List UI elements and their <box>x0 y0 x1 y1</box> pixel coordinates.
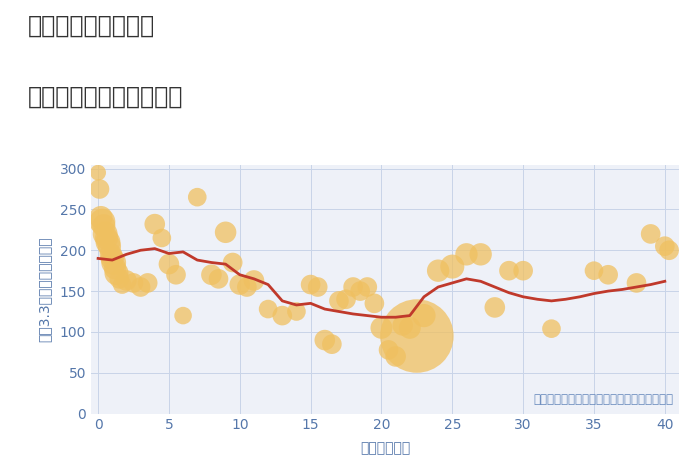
Point <box>220 228 231 236</box>
Point <box>92 169 104 176</box>
Point <box>113 275 125 282</box>
Point <box>447 263 458 270</box>
X-axis label: 築年数（年）: 築年数（年） <box>360 441 410 455</box>
Point <box>433 267 444 274</box>
Point <box>94 185 105 193</box>
Point <box>645 230 657 238</box>
Point <box>109 265 120 272</box>
Text: 築年数別中古戸建て価格: 築年数別中古戸建て価格 <box>28 85 183 109</box>
Point <box>97 218 108 226</box>
Point <box>105 251 116 258</box>
Point <box>290 308 302 315</box>
Point <box>99 230 111 238</box>
Point <box>102 238 113 246</box>
Point <box>142 279 153 287</box>
Point <box>101 234 112 242</box>
Point <box>362 283 373 291</box>
Point <box>98 222 109 229</box>
Point <box>206 271 217 279</box>
Point <box>412 332 423 340</box>
Point <box>503 267 514 274</box>
Point <box>340 296 351 303</box>
Point <box>106 255 118 262</box>
Point <box>128 279 139 287</box>
Point <box>383 346 394 353</box>
Point <box>603 271 614 279</box>
Point <box>163 260 174 268</box>
Point <box>659 243 671 250</box>
Point <box>546 325 557 332</box>
Point <box>347 283 358 291</box>
Point <box>404 324 415 332</box>
Point <box>276 312 288 319</box>
Point <box>170 271 181 279</box>
Point <box>419 312 430 319</box>
Point <box>149 220 160 228</box>
Point <box>192 194 203 201</box>
Point <box>117 281 128 288</box>
Point <box>248 277 260 284</box>
Point <box>664 246 675 254</box>
Point <box>241 283 253 291</box>
Point <box>111 269 122 277</box>
Point <box>135 283 146 291</box>
Text: 東京都調布市染地の: 東京都調布市染地の <box>28 14 155 38</box>
Point <box>589 267 600 274</box>
Point <box>319 337 330 344</box>
Point <box>156 234 167 242</box>
Point <box>95 214 106 221</box>
Point <box>517 267 528 274</box>
Point <box>104 243 115 250</box>
Point <box>461 251 472 258</box>
Point <box>121 277 132 284</box>
Y-axis label: 坪（3.3㎡）単価（万円）: 坪（3.3㎡）単価（万円） <box>37 236 51 342</box>
Point <box>369 299 380 307</box>
Point <box>108 259 119 266</box>
Point <box>390 352 401 360</box>
Point <box>631 279 642 287</box>
Point <box>355 287 366 295</box>
Point <box>333 297 344 305</box>
Point <box>376 324 387 332</box>
Point <box>397 321 408 329</box>
Point <box>178 312 189 319</box>
Point <box>305 281 316 288</box>
Point <box>227 259 238 266</box>
Point <box>326 340 337 348</box>
Point <box>312 283 323 291</box>
Point <box>489 304 500 311</box>
Point <box>475 251 486 258</box>
Point <box>234 281 246 288</box>
Point <box>262 306 274 313</box>
Point <box>213 275 224 282</box>
Text: 円の大きさは、取引のあった物件面積を示す: 円の大きさは、取引のあった物件面積を示す <box>533 393 673 406</box>
